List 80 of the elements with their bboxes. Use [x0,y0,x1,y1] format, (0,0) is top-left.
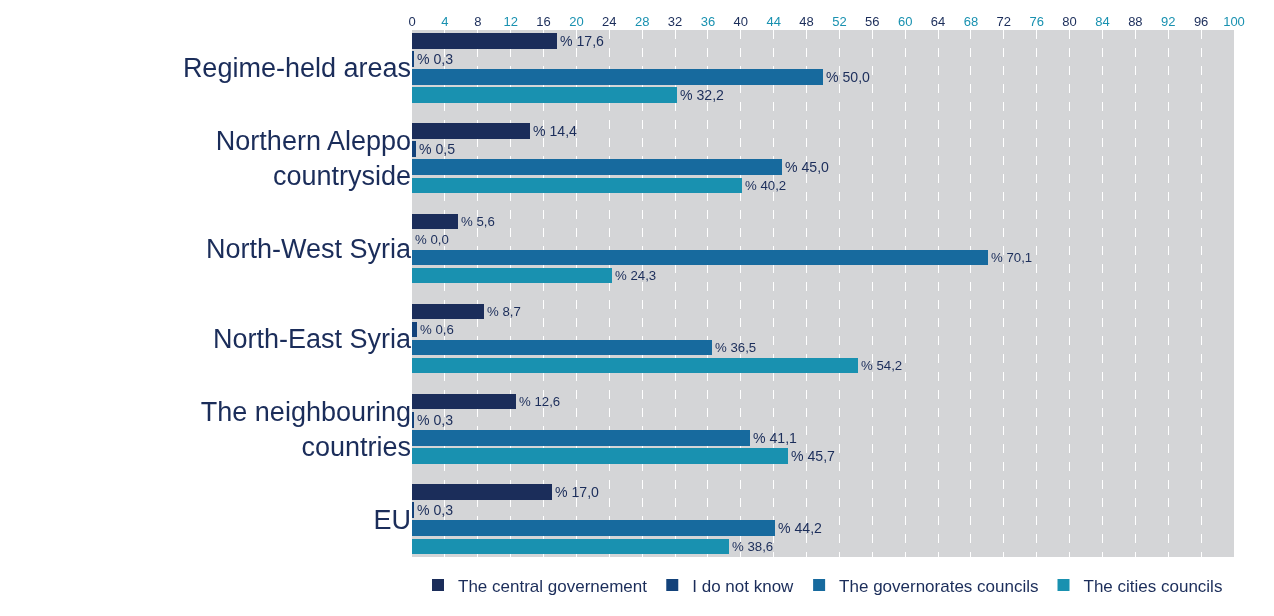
data-label: % 36,5 [715,340,757,356]
x-tick-label: 4 [441,14,449,30]
x-tick-label: 92 [1161,14,1176,30]
data-label: % 17,0 [555,484,600,501]
legend-label: The cities councils [1083,576,1223,596]
x-tick-label: 48 [799,14,814,30]
bar [412,250,988,265]
x-tick-label: 44 [766,14,781,30]
x-tick-label: 52 [832,14,847,30]
x-tick-label: 40 [733,14,749,30]
data-label: % 0,3 [417,502,454,519]
data-label: % 50,0 [826,69,871,86]
bar [412,394,516,409]
x-tick-label: 88 [1128,14,1143,30]
y-tick-label: Northern Aleppo countryside [215,126,411,192]
data-label: % 0,6 [420,322,454,338]
data-label: % 41,1 [753,430,798,447]
bar [412,484,552,500]
x-tick-label: 84 [1095,14,1110,30]
legend-label: The governorates councils [839,576,1039,596]
bar [412,358,858,373]
data-label: % 17,6 [560,33,605,50]
data-label: % 8,7 [487,304,521,320]
x-tick-label: 56 [865,14,880,30]
data-label: % 0,0 [415,232,449,248]
data-label: % 54,2 [861,358,903,374]
x-tick-label: 68 [963,14,979,30]
x-tick-label: 16 [536,14,551,30]
data-label: % 0,3 [417,51,454,68]
data-label: % 45,0 [785,159,830,176]
x-tick-label: 0 [408,14,416,30]
data-label: % 44,2 [778,520,823,537]
data-label: % 0,5 [419,141,456,158]
x-tick-label: 96 [1193,14,1209,30]
bar [412,69,823,85]
x-tick-label: 32 [667,14,683,30]
data-label: % 12,6 [519,394,561,410]
legend-label: The central governement [458,576,648,596]
data-label: % 24,3 [615,268,657,284]
bar [412,268,612,283]
x-tick-label: 8 [474,14,482,30]
bar [412,520,775,536]
y-tick-label: The neighbouring countries [200,396,411,462]
bar [412,430,750,446]
x-tick-label: 76 [1029,14,1044,30]
bar [412,539,729,554]
bar [412,123,530,139]
data-label: % 70,1 [991,250,1033,266]
x-tick-label: 24 [602,14,617,30]
bar [412,340,712,355]
bar [412,214,458,229]
bar [412,141,416,157]
bar [412,159,782,175]
data-label: % 32,2 [680,87,725,104]
data-label: % 0,3 [417,412,454,429]
data-label: % 45,7 [791,448,836,465]
data-label: % 5,6 [461,214,495,230]
legend-label: I do not know [692,576,795,596]
bar [412,87,677,103]
x-tick-label: 64 [930,14,946,30]
bar [412,33,557,49]
bar [412,304,484,319]
x-tick-label: 80 [1062,14,1077,30]
y-tick-label: North-West Syria [205,233,412,264]
x-tick-label: 100 [1223,14,1245,30]
y-tick-label: Regime-held areas [182,53,411,84]
y-tick-label: North-East Syria [212,324,412,355]
bar [412,322,417,337]
x-tick-label: 20 [569,14,584,30]
bar [412,448,788,464]
bar [412,178,742,193]
x-tick-label: 72 [996,14,1012,30]
data-label: % 14,4 [533,123,578,140]
x-tick-label: 12 [503,14,518,30]
data-label: % 40,2 [745,178,787,194]
x-tick-label: 28 [634,14,650,30]
x-tick-label: 60 [897,14,913,30]
x-tick-label: 36 [700,14,716,30]
y-tick-label: EU [373,504,411,535]
data-label: % 38,6 [732,539,774,555]
